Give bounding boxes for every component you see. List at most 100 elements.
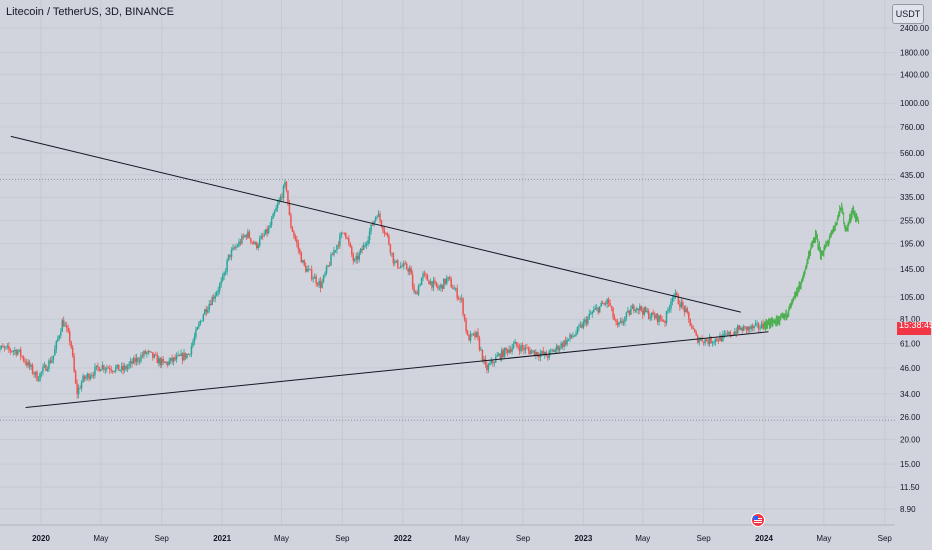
candle-body [147, 351, 150, 353]
candle-body [523, 347, 525, 351]
candle-body [275, 207, 277, 212]
candle-body [619, 320, 622, 323]
symbol-title[interactable]: Litecoin / TetherUS, 3D, BINANCE [6, 6, 174, 18]
candle-body [159, 358, 162, 366]
candle-body [128, 363, 130, 367]
candle-body [76, 383, 78, 395]
candle-body [734, 331, 736, 335]
candle-body [527, 348, 530, 351]
candle-body [621, 320, 623, 324]
candle-body [175, 355, 178, 360]
candle-body [668, 308, 671, 310]
candle-body [466, 331, 469, 336]
candle-body [671, 298, 674, 302]
candle-body [579, 324, 582, 327]
candle-body [440, 284, 442, 288]
candle-body [662, 321, 665, 322]
candle-body [322, 275, 325, 282]
x-axis-tick-label: 2021 [213, 534, 231, 543]
candle-body [153, 354, 156, 358]
y-axis-tick-label: 2400.00 [900, 24, 929, 33]
candle-body [94, 366, 96, 376]
candle-body [45, 365, 47, 371]
candle-body [328, 265, 331, 267]
y-axis-tick-label: 1400.00 [900, 70, 929, 79]
candle-body [337, 245, 340, 246]
candle-body [199, 321, 202, 324]
candle-body [86, 373, 89, 378]
candle-body [585, 319, 588, 324]
candle-body [636, 308, 638, 311]
candle-body [83, 375, 86, 379]
candle-body [248, 231, 251, 239]
candle-body [505, 348, 507, 350]
candle-body [220, 280, 222, 285]
candle-body [43, 365, 46, 368]
currency-button[interactable]: USDT [892, 4, 924, 24]
candle-body [291, 227, 294, 232]
candle-body [383, 230, 386, 234]
candle-body [481, 349, 484, 361]
candle-body [229, 254, 231, 257]
candle-body [218, 284, 221, 291]
candle-body [394, 262, 396, 264]
candle-body [51, 359, 53, 363]
candle-body [526, 347, 528, 349]
candle-body [710, 336, 712, 344]
candle-body [615, 320, 617, 322]
candle-body [68, 331, 71, 342]
candle-body [450, 279, 452, 288]
candle-body [683, 306, 686, 313]
candle-body [443, 278, 445, 290]
candle-body [209, 303, 212, 305]
candle-body [616, 321, 619, 326]
candle-body [55, 340, 58, 349]
candle-body [33, 373, 35, 375]
candle-body [123, 366, 126, 371]
candle-body [349, 242, 352, 247]
candle-body [236, 246, 239, 247]
candle-body [744, 326, 746, 328]
candle-body [380, 220, 383, 227]
candle-body [561, 343, 564, 348]
candle-body [661, 319, 663, 322]
candle-body [251, 241, 254, 243]
candle-body [150, 351, 153, 353]
candle-body [297, 243, 300, 250]
candle-body [462, 298, 464, 315]
candle-body [146, 352, 148, 354]
candle-body [140, 355, 142, 362]
candle-body [3, 347, 6, 348]
candle-body [190, 346, 193, 355]
candle-body [101, 365, 104, 370]
candle-body [16, 350, 19, 355]
candle-body [693, 329, 696, 333]
candle-body [374, 217, 377, 222]
candle-body [413, 287, 415, 293]
candle-body [208, 303, 211, 310]
candle-body [643, 307, 645, 315]
candle-body [680, 302, 683, 308]
candle-body [549, 350, 552, 352]
candle-body [658, 315, 660, 323]
candle-body [257, 245, 259, 249]
candle-body [704, 339, 706, 344]
y-axis-tick-label: 105.00 [900, 293, 925, 302]
candle-body [238, 241, 240, 247]
candle-body [646, 310, 648, 312]
candle-body [604, 303, 607, 305]
candle-body [155, 354, 157, 356]
us-flag-economic-event-icon[interactable] [751, 513, 765, 527]
time-scale-panel [0, 525, 895, 550]
candle-body [590, 313, 592, 315]
candle-body [290, 215, 292, 228]
candle-body [673, 295, 675, 299]
candle-body [659, 315, 662, 320]
x-axis-tick-label: Sep [697, 534, 712, 543]
candle-body [597, 307, 599, 313]
candle-body [610, 305, 613, 308]
candle-body [40, 371, 43, 374]
candle-body [468, 335, 470, 341]
candle-body [449, 277, 451, 280]
